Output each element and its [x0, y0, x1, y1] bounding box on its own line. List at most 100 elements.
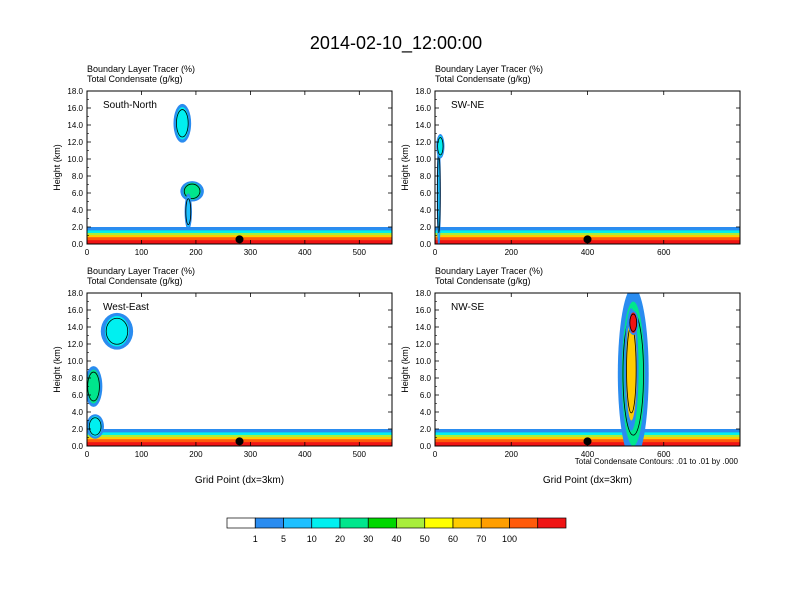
colorbar-cell [424, 517, 454, 529]
colorbar-cell [339, 517, 369, 529]
colorbar-cell [367, 517, 397, 529]
x-tick-label: 200 [189, 450, 203, 459]
y-tick-label: 8.0 [420, 172, 432, 181]
y-tick-label: 8.0 [72, 374, 84, 383]
y-tick-label: 4.0 [420, 408, 432, 417]
panel-1: Boundary Layer Tracer (%)Total Condensat… [400, 64, 741, 257]
x-tick-label: 200 [189, 248, 203, 257]
x-tick-label: 600 [657, 450, 671, 459]
x-tick-label: 300 [244, 450, 258, 459]
x-tick-label: 200 [505, 450, 519, 459]
figure-title: 2014-02-10_12:00:00 [310, 33, 482, 54]
plot-background [87, 91, 392, 244]
location-marker [235, 437, 244, 446]
panel-3: Boundary Layer Tracer (%)Total Condensat… [400, 266, 741, 486]
colorbar-label: 10 [307, 534, 317, 544]
condensate-contour [437, 137, 444, 156]
y-tick-label: 6.0 [72, 391, 84, 400]
x-tick-label: 300 [244, 248, 258, 257]
colorbar-cell [537, 517, 567, 529]
y-tick-label: 6.0 [420, 391, 432, 400]
plot-background [435, 293, 740, 446]
y-tick-label: 8.0 [72, 172, 84, 181]
colorbar-cell [396, 517, 426, 529]
y-axis-label: Height (km) [52, 346, 62, 393]
x-tick-label: 0 [85, 450, 90, 459]
y-tick-label: 16.0 [415, 306, 431, 315]
panel-label: South-North [103, 100, 157, 111]
x-tick-label: 400 [581, 248, 595, 257]
y-tick-label: 12.0 [415, 138, 431, 147]
colorbar-cell [226, 517, 256, 529]
x-axis-label: Grid Point (dx=3km) [195, 475, 284, 486]
y-tick-label: 0.0 [420, 442, 432, 451]
x-tick-label: 500 [353, 248, 367, 257]
y-tick-label: 4.0 [72, 206, 84, 215]
panel-header-tracer: Boundary Layer Tracer (%) [87, 64, 195, 74]
panel-label: SW-NE [451, 100, 484, 111]
colorbar-label: 50 [420, 534, 430, 544]
x-axis-label: Grid Point (dx=3km) [543, 475, 632, 486]
panel-header-condensate: Total Condensate (g/kg) [87, 74, 183, 84]
y-tick-label: 4.0 [420, 206, 432, 215]
colorbar-label: 20 [335, 534, 345, 544]
colorbar-label: 100 [502, 534, 517, 544]
condensate-contour [176, 109, 189, 138]
tracer-plume [104, 315, 129, 347]
y-tick-label: 10.0 [67, 155, 83, 164]
location-marker [583, 437, 592, 446]
y-tick-label: 2.0 [72, 425, 84, 434]
panel-label: NW-SE [451, 302, 484, 313]
location-marker [583, 235, 592, 244]
panel-0: Boundary Layer Tracer (%)Total Condensat… [52, 64, 393, 257]
panel-header-tracer: Boundary Layer Tracer (%) [435, 64, 543, 74]
tracer-plume [629, 312, 638, 333]
x-tick-label: 0 [433, 248, 438, 257]
tracer-plume [185, 196, 192, 227]
panel-header-tracer: Boundary Layer Tracer (%) [435, 266, 543, 276]
y-tick-label: 0.0 [72, 240, 84, 249]
colorbar-label: 30 [363, 534, 373, 544]
y-tick-label: 0.0 [420, 240, 432, 249]
y-tick-label: 14.0 [67, 121, 83, 130]
plot-area [435, 91, 740, 244]
condensate-contour [185, 198, 192, 226]
y-tick-label: 18.0 [415, 87, 431, 96]
x-tick-label: 400 [581, 450, 595, 459]
condensate-contour [183, 183, 201, 199]
y-tick-label: 4.0 [72, 408, 84, 417]
colorbar-label: 60 [448, 534, 458, 544]
y-tick-label: 16.0 [67, 306, 83, 315]
plot-area [87, 293, 392, 446]
condensate-contour [88, 417, 102, 436]
panel-2: Boundary Layer Tracer (%)Total Condensat… [52, 266, 393, 486]
y-axis-label: Height (km) [400, 144, 410, 191]
panel-header-tracer: Boundary Layer Tracer (%) [87, 266, 195, 276]
panel-label: West-East [103, 302, 149, 313]
y-tick-label: 6.0 [420, 189, 432, 198]
y-tick-label: 14.0 [415, 323, 431, 332]
tracer-plume [437, 136, 444, 157]
tracer-plume [88, 416, 102, 437]
y-tick-label: 14.0 [415, 121, 431, 130]
panels-group: Boundary Layer Tracer (%)Total Condensat… [52, 64, 741, 486]
x-tick-label: 100 [135, 450, 149, 459]
colorbar-label: 5 [281, 534, 286, 544]
colorbar-cell [480, 517, 510, 529]
condensate-contour [629, 313, 638, 332]
colorbar-cell [254, 517, 284, 529]
colorbar-cell [452, 517, 482, 529]
colorbar-cell [509, 517, 539, 529]
x-tick-label: 200 [505, 248, 519, 257]
y-tick-label: 18.0 [67, 87, 83, 96]
y-tick-label: 18.0 [415, 289, 431, 298]
colorbar-cell [283, 517, 313, 529]
colorbar: 1 5 10 20 30 40 50 60 70 100 [226, 517, 567, 544]
y-tick-label: 16.0 [67, 104, 83, 113]
plot-area [87, 91, 392, 244]
y-tick-label: 2.0 [72, 223, 84, 232]
plot-area [435, 293, 740, 446]
colorbar-cell [311, 517, 341, 529]
y-tick-label: 8.0 [420, 374, 432, 383]
